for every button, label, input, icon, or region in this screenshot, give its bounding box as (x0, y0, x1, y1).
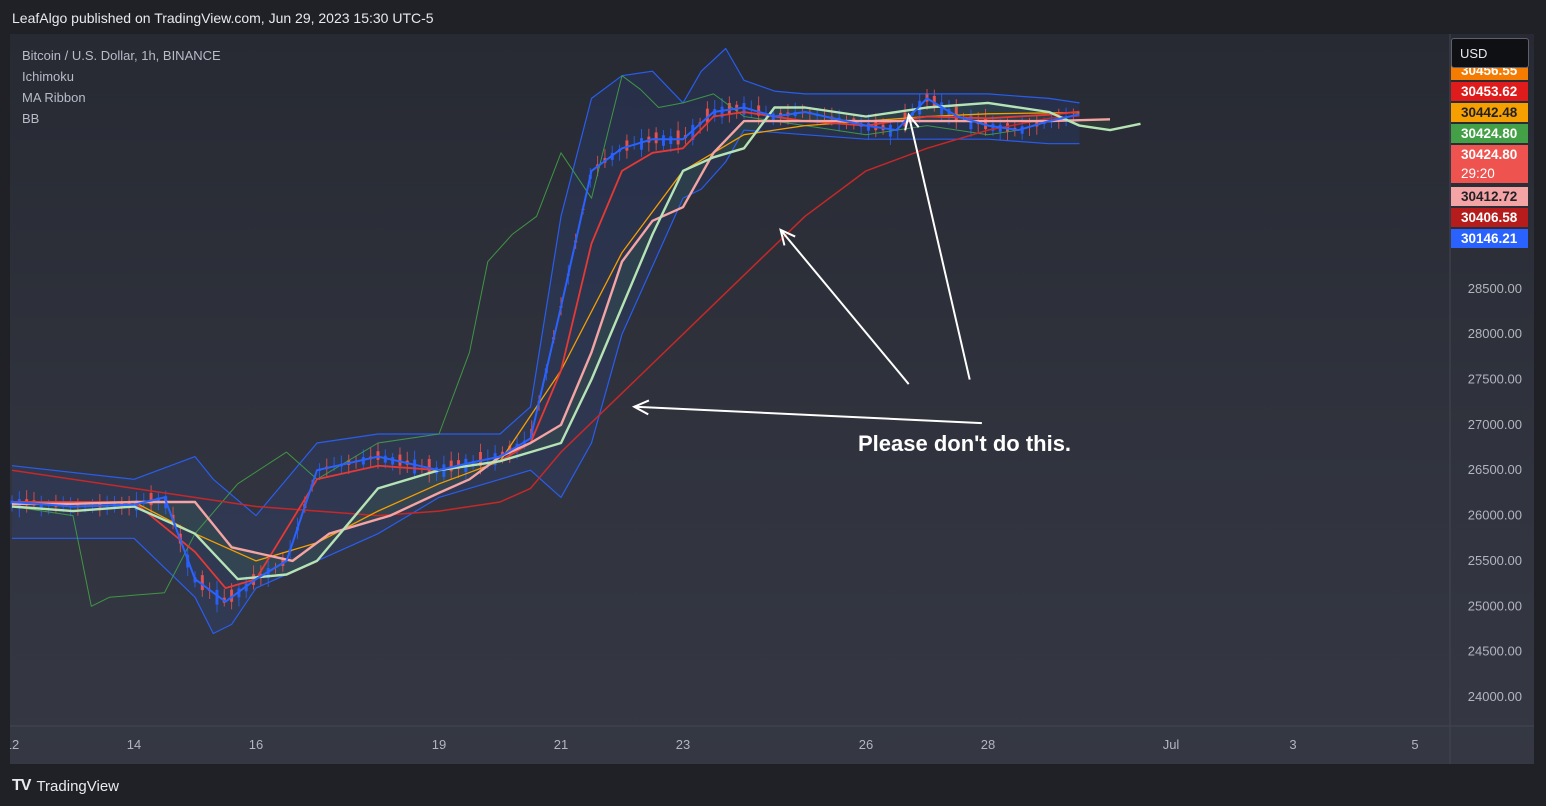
price-badge: 30424.80 (1451, 124, 1528, 143)
candle-body (932, 95, 936, 107)
candle-body (720, 106, 724, 118)
bollinger-band-fill (12, 48, 1080, 634)
annotation-arrow-head (904, 112, 920, 131)
candle-body (449, 460, 453, 472)
legend-bb[interactable]: BB (22, 111, 40, 126)
series-kijun (12, 118, 1111, 563)
candle-body (200, 575, 204, 591)
x-tick-label: 23 (676, 737, 690, 752)
y-tick-label: 26000.00 (1468, 508, 1522, 523)
currency-selector[interactable]: USD (1451, 38, 1529, 68)
candle-body (705, 108, 709, 123)
series-ma-fast (12, 110, 1080, 589)
x-tick-label: 5 (1411, 737, 1418, 752)
candle-body (940, 102, 944, 115)
annotation-text: Please don't do this. (858, 431, 1072, 456)
x-tick-label: 28 (981, 737, 995, 752)
series-ma-slow (11, 115, 1080, 517)
y-tick-label: 28000.00 (1468, 326, 1522, 341)
x-tick-label: 16 (249, 737, 263, 752)
candle-body (413, 459, 417, 474)
series-senkou-a (11, 101, 1141, 581)
x-tick-label: Jul (1163, 737, 1180, 752)
annotation-arrow-head (631, 399, 650, 416)
price-chart[interactable]: 29000.0028500.0028000.0027500.0027000.00… (10, 34, 1534, 764)
candle-body (427, 459, 431, 474)
y-tick-label: 27500.00 (1468, 372, 1522, 387)
candle-body (376, 451, 380, 460)
candle-body (266, 568, 270, 579)
y-tick-label: 24000.00 (1468, 689, 1522, 704)
y-tick-label: 25500.00 (1468, 553, 1522, 568)
candle-body (640, 138, 644, 150)
candle-body (676, 130, 680, 145)
x-tick-label: 26 (859, 737, 873, 752)
candle-body (149, 493, 153, 506)
candle-body (654, 132, 658, 144)
chart-area[interactable]: 29000.0028500.0028000.0027500.0027000.00… (10, 34, 1534, 764)
price-badge: 30442.48 (1451, 103, 1528, 122)
price-badge: 30424.80 29:20 (1451, 145, 1528, 183)
x-tick-label: 12 (10, 737, 19, 752)
annotation-arrow-head (779, 228, 796, 246)
price-badge: 30412.72 (1451, 187, 1528, 206)
publish-info: LeafAlgo published on TradingView.com, J… (12, 10, 434, 26)
annotation-arrow-shaft (779, 229, 910, 385)
y-tick-label: 27000.00 (1468, 417, 1522, 432)
price-badge-countdown: 29:20 (1461, 166, 1495, 181)
series-price (11, 97, 1080, 603)
price-badge-value: 30424.80 (1461, 147, 1518, 162)
x-tick-label: 14 (127, 737, 141, 752)
candle-body (954, 106, 958, 122)
footer (0, 768, 1546, 806)
candle-body (1006, 123, 1010, 132)
chart-legend: Bitcoin / U.S. Dollar, 1h, BINANCE Ichim… (22, 45, 221, 129)
candle-body (478, 452, 482, 466)
candle-body (215, 589, 219, 605)
candle-body (457, 460, 461, 469)
y-tick-label: 28500.00 (1468, 281, 1522, 296)
annotation-arrow-shaft (634, 405, 982, 425)
candle-body (398, 454, 402, 466)
price-badge: 30406.58 (1451, 208, 1528, 227)
annotation-arrow-shaft (907, 114, 971, 380)
header-bar: LeafAlgo published on TradingView.com, J… (0, 0, 1546, 34)
candle-body (742, 103, 746, 115)
brand[interactable]: TV TradingView (12, 776, 119, 796)
candle-body (727, 102, 731, 114)
price-badge: 30146.21 (1451, 229, 1528, 248)
y-tick-label: 25000.00 (1468, 598, 1522, 613)
candle-body (691, 124, 695, 141)
y-tick-label: 26500.00 (1468, 462, 1522, 477)
legend-ma-ribbon[interactable]: MA Ribbon (22, 90, 86, 105)
legend-symbol[interactable]: Bitcoin / U.S. Dollar, 1h, BINANCE (22, 48, 221, 63)
candle-body (230, 589, 234, 602)
series-bb-lower (12, 129, 1080, 635)
x-tick-label: 21 (554, 737, 568, 752)
candle-body (984, 117, 988, 130)
candle-body (874, 121, 878, 131)
candle-body (925, 93, 929, 102)
x-tick-label: 19 (432, 737, 446, 752)
candle-body (661, 135, 665, 146)
brand-name: TradingView (36, 777, 119, 795)
candle-body (625, 140, 629, 151)
tradingview-logo-icon: TV (12, 777, 31, 794)
legend-ichimoku[interactable]: Ichimoku (22, 69, 75, 84)
y-tick-label: 24500.00 (1468, 644, 1522, 659)
price-badge: 30453.62 (1451, 82, 1528, 101)
x-tick-label: 3 (1289, 737, 1296, 752)
candle-body (134, 500, 138, 511)
candle-body (757, 105, 761, 116)
